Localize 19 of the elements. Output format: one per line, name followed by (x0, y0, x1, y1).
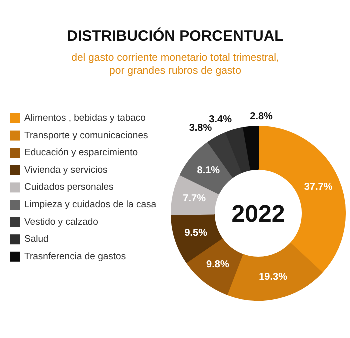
legend-label: Educación y esparcimiento (24, 148, 138, 159)
data-label: 9.8% (206, 259, 230, 270)
legend-label: Salud (24, 234, 49, 246)
data-label: 9.5% (184, 228, 208, 239)
legend-label: Limpieza y cuidados de la casa (24, 200, 158, 210)
legend-label: Cuidados personales (24, 182, 114, 194)
legend-label: Vestido y calzado (24, 216, 98, 228)
data-label: 37.7% (304, 182, 333, 193)
chart-subtitle: del gasto corriente monetario total trimestral, por grandes rubros de gasto (72, 52, 280, 78)
chart-title: DISTRIBUCIÓN PORCENTUAL (67, 27, 284, 45)
data-label: 19.3% (259, 272, 288, 283)
data-label: 7.7% (183, 194, 206, 205)
legend-label: Alimentos , bebidas y tabaco (24, 113, 146, 124)
text: 2022 (232, 201, 286, 228)
legend-label: Vivienda y servicios (24, 164, 108, 176)
data-label: 2.8% (250, 111, 274, 122)
data-label: 8.1% (197, 165, 220, 176)
legend-label: Trasnferencia de gastos (24, 251, 126, 262)
legend-label: Transporte y comunicaciones (24, 130, 148, 142)
